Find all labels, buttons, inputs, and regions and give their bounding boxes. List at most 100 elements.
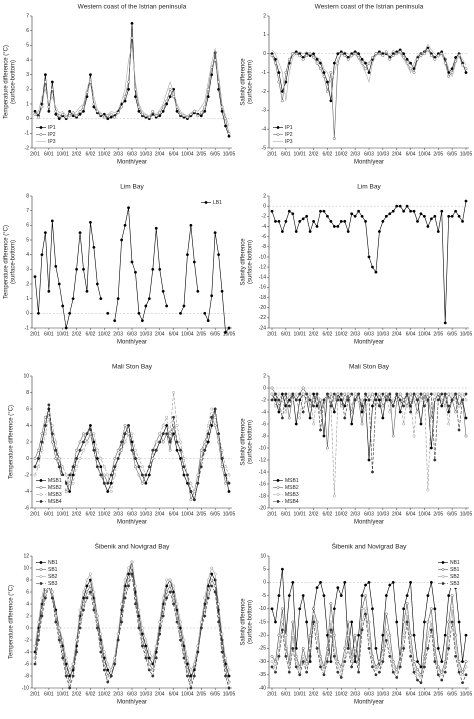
data-point	[416, 660, 419, 664]
data-point	[353, 633, 357, 637]
data-point	[106, 481, 110, 485]
data-point	[210, 407, 214, 411]
y-tick-label: 6	[26, 223, 29, 229]
data-point	[436, 673, 440, 677]
data-point	[419, 665, 423, 669]
data-point	[350, 54, 354, 58]
legend-label: IP2	[48, 132, 56, 138]
data-point	[308, 404, 312, 408]
data-point	[447, 594, 451, 598]
x-tick-label: 6/01	[44, 151, 54, 157]
data-point	[220, 650, 224, 654]
data-point	[64, 668, 68, 672]
data-point	[315, 225, 319, 228]
data-point	[68, 473, 72, 477]
y-tick-label: 8	[26, 390, 29, 396]
y-tick-label: -1	[262, 70, 267, 76]
data-point	[374, 398, 378, 402]
data-point	[374, 52, 378, 56]
data-point	[168, 578, 172, 582]
data-point	[280, 620, 284, 624]
data-point	[402, 404, 406, 408]
data-point	[454, 209, 458, 213]
data-point	[158, 440, 162, 444]
x-tick-label: 10/05	[223, 691, 236, 697]
data-point	[82, 109, 85, 113]
x-tick-label: 10/05	[460, 691, 473, 697]
data-point	[127, 80, 130, 84]
data-point	[227, 668, 231, 672]
data-point	[92, 590, 96, 594]
y-tick-label: 10	[260, 553, 266, 559]
data-point	[343, 219, 347, 223]
data-point	[284, 71, 288, 75]
data-point	[405, 404, 409, 408]
data-point	[37, 457, 40, 460]
x-tick-label: 6/01	[44, 691, 54, 697]
data-point	[412, 71, 416, 75]
data-point	[329, 660, 333, 664]
x-tick-label: 6/01	[44, 511, 54, 517]
data-point	[192, 260, 196, 264]
y-tick-label: -8	[262, 244, 267, 250]
data-point	[346, 392, 350, 396]
data-point	[161, 596, 165, 600]
x-tick-label: 2/03	[113, 511, 123, 517]
y-tick-label: -10	[259, 606, 266, 612]
data-point	[381, 633, 385, 637]
data-point	[270, 654, 274, 658]
x-tick-label: 10/01	[293, 511, 306, 517]
data-point	[353, 654, 357, 658]
data-point	[436, 392, 440, 396]
data-point	[120, 620, 124, 624]
data-point	[464, 71, 468, 75]
y-tick-label: 2	[263, 193, 266, 199]
data-point	[50, 87, 54, 91]
data-point	[391, 404, 395, 408]
data-point	[461, 392, 464, 396]
data-point	[64, 481, 68, 485]
data-point	[57, 114, 61, 118]
data-point	[464, 398, 468, 402]
data-point	[130, 448, 134, 452]
y-tick-label: -6	[262, 421, 267, 427]
data-point	[298, 219, 302, 223]
data-point	[92, 608, 96, 612]
series-line	[271, 201, 467, 323]
data-point	[381, 654, 385, 658]
data-point	[158, 620, 162, 624]
data-point	[85, 289, 89, 293]
data-point	[291, 620, 295, 624]
data-point	[319, 410, 322, 414]
x-tick-label: 6/04	[406, 331, 416, 337]
data-point	[332, 61, 336, 65]
legend-marker	[39, 479, 43, 482]
data-point	[357, 633, 361, 637]
y-tick-label: 1	[26, 296, 29, 302]
data-point	[43, 415, 47, 419]
x-tick-label: 10/04	[181, 331, 194, 337]
data-point	[377, 665, 381, 669]
data-point	[416, 668, 419, 671]
data-point	[343, 404, 347, 408]
data-point	[398, 660, 402, 664]
data-point	[319, 665, 322, 669]
data-point	[332, 494, 336, 498]
data-point	[419, 398, 423, 402]
data-point	[227, 134, 231, 138]
data-point	[192, 662, 196, 666]
y-tick-label: -4	[262, 126, 267, 132]
data-point	[213, 415, 217, 419]
data-point	[102, 115, 106, 119]
y-tick-label: -6	[25, 661, 30, 667]
data-point	[336, 398, 340, 402]
data-point	[464, 434, 468, 438]
legend-marker	[441, 561, 445, 564]
data-point	[443, 61, 447, 65]
data-point	[40, 608, 44, 612]
data-point	[391, 209, 395, 213]
data-point	[75, 448, 79, 452]
data-point	[50, 596, 54, 600]
data-point	[381, 416, 385, 420]
data-point	[298, 54, 302, 58]
